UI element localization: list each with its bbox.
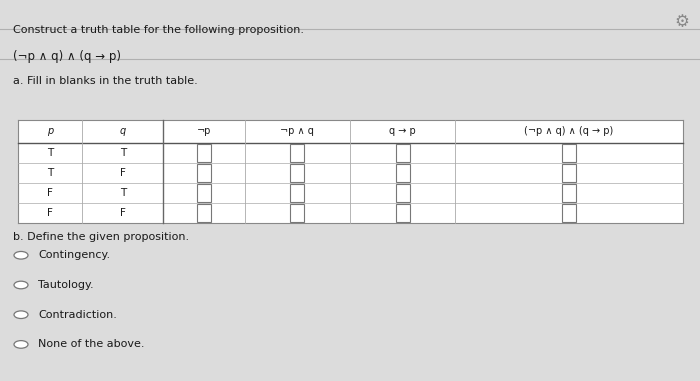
Text: T: T	[47, 148, 53, 158]
Text: b. Define the given proposition.: b. Define the given proposition.	[13, 232, 189, 242]
Text: T: T	[120, 188, 126, 198]
Text: T: T	[120, 148, 126, 158]
Text: q → p: q → p	[389, 126, 416, 136]
Text: q: q	[120, 126, 126, 136]
Text: T: T	[47, 168, 53, 178]
Text: F: F	[47, 208, 53, 218]
Text: a. Fill in blanks in the truth table.: a. Fill in blanks in the truth table.	[13, 76, 197, 86]
Text: ⚙: ⚙	[675, 13, 690, 31]
Text: ¬p: ¬p	[197, 126, 211, 136]
Text: None of the above.: None of the above.	[38, 339, 145, 349]
Text: Tautology.: Tautology.	[38, 280, 94, 290]
Text: (¬p ∧ q) ∧ (q → p): (¬p ∧ q) ∧ (q → p)	[13, 50, 120, 62]
Text: p: p	[47, 126, 53, 136]
Text: F: F	[47, 188, 53, 198]
Text: F: F	[120, 168, 126, 178]
Text: F: F	[120, 208, 126, 218]
Text: ¬p ∧ q: ¬p ∧ q	[280, 126, 314, 136]
Text: Contingency.: Contingency.	[38, 250, 111, 260]
Text: Contradiction.: Contradiction.	[38, 310, 118, 320]
Text: (¬p ∧ q) ∧ (q → p): (¬p ∧ q) ∧ (q → p)	[524, 126, 614, 136]
Text: Construct a truth table for the following proposition.: Construct a truth table for the followin…	[13, 25, 304, 35]
